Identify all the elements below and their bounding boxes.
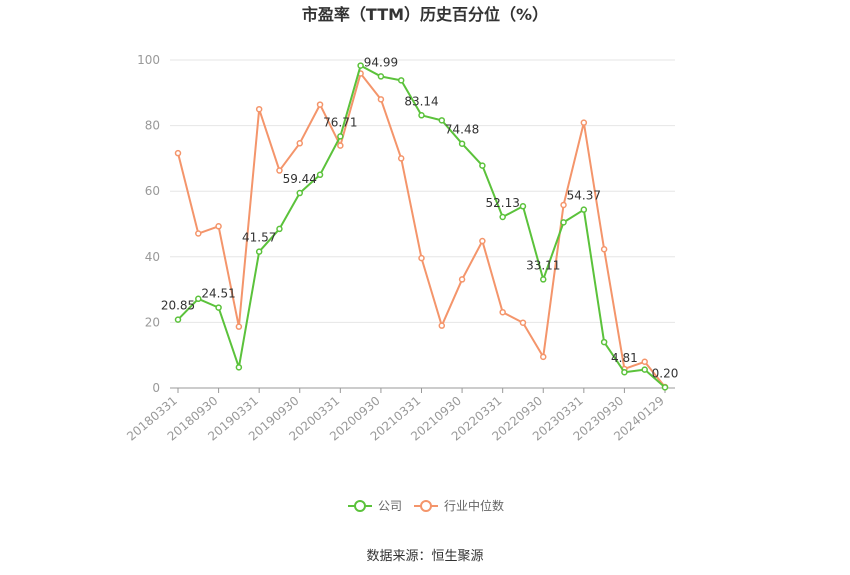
data-point-company	[438, 117, 446, 124]
data-label: 83.14	[404, 94, 438, 108]
data-point-industry-median	[255, 105, 263, 113]
data-label: 52.13	[485, 196, 519, 210]
y-tick-label: 40	[145, 250, 160, 264]
data-point-company	[540, 276, 547, 283]
source-note: 数据来源：恒生聚源	[366, 549, 483, 564]
data-point-industry-median	[499, 308, 506, 316]
y-tick-label: 100	[137, 53, 160, 67]
legend-item-company[interactable]: 公司	[348, 499, 402, 513]
data-point-industry-median	[641, 358, 648, 366]
data-point-company	[519, 203, 527, 210]
data-point-company	[337, 133, 344, 140]
data-point-industry-median	[418, 254, 425, 262]
y-tick-label: 0	[152, 381, 160, 395]
data-label: 20.85	[161, 299, 195, 313]
data-point-company	[296, 189, 303, 197]
data-point-company	[357, 62, 364, 69]
data-point-company	[215, 304, 222, 311]
data-point-industry-median	[600, 246, 608, 253]
data-point-industry-median	[397, 155, 405, 162]
data-point-company	[397, 77, 405, 84]
data-point-company	[235, 364, 243, 371]
y-tick-label: 20	[145, 315, 160, 329]
data-point-industry-median	[235, 323, 243, 330]
data-point-industry-median	[337, 142, 344, 149]
data-label: 0.20	[652, 366, 679, 380]
data-label: 54.37	[567, 189, 601, 203]
data-label: 74.48	[445, 123, 479, 137]
data-point-industry-median	[296, 140, 303, 147]
data-point-company	[661, 384, 669, 391]
data-point-industry-median	[316, 101, 324, 108]
legend-label: 行业中位数	[444, 498, 504, 513]
data-label: 41.57	[242, 231, 276, 245]
data-label: 33.11	[526, 258, 560, 272]
y-tick-label: 60	[145, 184, 160, 198]
data-point-company	[560, 219, 567, 226]
x-axis: 2018033120180930201903312019093020200331…	[124, 387, 675, 444]
legend-marker	[354, 500, 366, 512]
data-point-company	[621, 368, 628, 376]
data-point-industry-median	[195, 230, 202, 237]
data-point-company	[174, 316, 182, 323]
data-point-company	[580, 206, 588, 213]
data-point-company	[255, 248, 263, 255]
data-label: 59.44	[283, 172, 317, 186]
data-point-industry-median	[215, 223, 222, 230]
data-label: 76.71	[323, 115, 357, 129]
data-point-industry-median	[276, 167, 283, 174]
series-layer	[174, 62, 669, 391]
data-point-company	[479, 162, 486, 169]
data-point-industry-median	[438, 322, 446, 329]
data-label: 4.81	[611, 351, 638, 365]
data-point-industry-median	[377, 96, 385, 103]
data-point-company	[316, 171, 324, 179]
data-point-company	[499, 213, 506, 221]
chart-title: 市盈率（TTM）历史百分位（%）	[302, 5, 548, 24]
data-label: 24.51	[201, 287, 235, 301]
data-point-industry-median	[580, 119, 588, 126]
data-point-company	[458, 140, 466, 147]
y-tick-label: 80	[145, 119, 160, 133]
data-point-company	[600, 338, 608, 346]
data-point-industry-median	[458, 276, 466, 283]
legend-label: 公司	[378, 499, 402, 513]
data-label: 94.99	[364, 55, 398, 69]
legend-marker	[420, 500, 432, 512]
data-point-company	[276, 225, 283, 233]
data-point-company	[195, 295, 202, 303]
data-point-company	[418, 112, 425, 119]
legend-item-industry-median[interactable]: 行业中位数	[414, 498, 504, 513]
data-point-industry-median	[479, 237, 486, 245]
data-point-industry-median	[540, 353, 547, 361]
grid-layer: 0 20 40 60 80 100	[137, 53, 675, 395]
data-point-industry-median	[560, 201, 567, 209]
data-point-company	[641, 366, 648, 373]
data-point-industry-median	[174, 149, 182, 157]
data-labels: 20.85 24.51 41.57 59.44 76.71 94.99 83.14 74.48…	[161, 55, 679, 380]
data-point-company	[377, 73, 385, 80]
legend[interactable]: 公司 行业中位数	[348, 498, 504, 513]
data-point-industry-median	[519, 319, 527, 326]
